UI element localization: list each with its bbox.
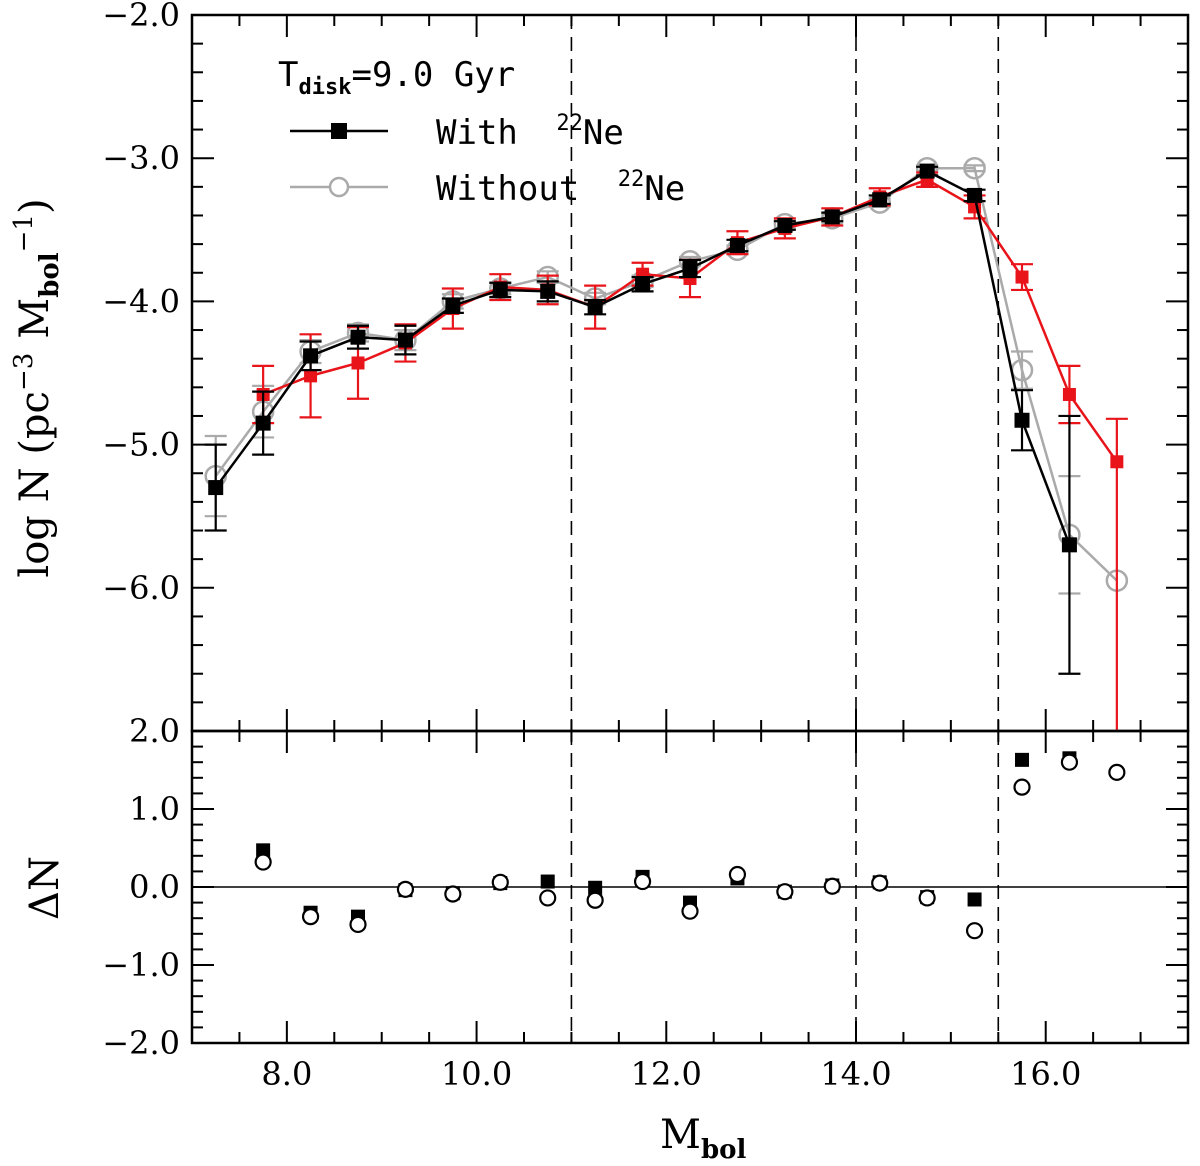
x-tick-label: 14.0: [820, 1055, 891, 1093]
delta-point: [1015, 752, 1029, 767]
delta-point: [491, 873, 509, 891]
series-with-22ne: [204, 163, 1081, 675]
data-point: [872, 192, 888, 208]
legend-label-with: With 22Ne: [436, 111, 624, 153]
delta-point: [823, 877, 841, 895]
data-point: [729, 238, 745, 254]
y-tick-label: −3.0: [102, 139, 180, 177]
data-point: [967, 187, 983, 203]
legend-title: Tdisk=9.0 Gyr: [278, 55, 515, 100]
y-tick-label: −2.0: [102, 0, 180, 34]
data-point: [445, 298, 461, 314]
data-point: [777, 218, 793, 234]
delta-point: [1060, 753, 1079, 771]
plot-frame: [190, 13, 1190, 733]
y-tick-label: −5.0: [102, 426, 180, 464]
bottom-panel: 2.0 1.0 0.0 −1.0 −2.0 8.0 10.0 12.0 14.0 16.0: [102, 712, 1190, 1093]
x-tick-label: 16.0: [1010, 1055, 1081, 1093]
y-tick-label: −2.0: [102, 1024, 180, 1062]
delta-point: [1108, 763, 1126, 781]
delta-point: [918, 889, 936, 907]
y-tick-label: −4.0: [102, 282, 180, 320]
data-point: [540, 283, 556, 299]
delta-point: [776, 883, 794, 901]
delta-point: [728, 865, 747, 884]
top-series-layer: [204, 156, 1129, 731]
series-line: [262, 178, 1118, 463]
series-line: [214, 169, 1071, 546]
y-tick-label: −6.0: [102, 569, 180, 607]
y-axis-title-top: log N (pc−3Mbol−1): [9, 198, 65, 577]
y-tick-label: −1.0: [102, 946, 180, 984]
data-point: [208, 480, 224, 496]
delta-point: [349, 915, 367, 934]
data-point: [919, 163, 935, 179]
data-point: [963, 156, 986, 180]
delta-series-without-22ne: [254, 753, 1126, 940]
delta-series-with-22ne: [256, 751, 1077, 924]
y-tick-label: 2.0: [129, 712, 180, 750]
delta-point: [871, 874, 889, 892]
data-point: [350, 329, 366, 345]
data-point: [255, 415, 271, 431]
delta-point: [633, 872, 652, 891]
delta-point: [256, 843, 271, 858]
legend: Tdisk=9.0 Gyr With 22Ne Without 22Ne: [278, 55, 685, 209]
x-axis-title: Mbol: [660, 1112, 746, 1165]
y-tick-label: 0.0: [129, 868, 180, 906]
delta-point: [540, 874, 555, 889]
delta-point: [539, 889, 557, 907]
delta-point: [586, 891, 604, 909]
data-point: [351, 356, 365, 370]
data-point: [303, 348, 319, 364]
data-point: [1110, 455, 1124, 469]
series-observed: [252, 171, 1128, 731]
data-point: [824, 209, 840, 225]
data-point: [304, 369, 318, 383]
data-point: [587, 299, 603, 315]
legend-marker-with: [331, 123, 347, 139]
delta-point: [396, 880, 415, 898]
x-tick-label: 12.0: [631, 1055, 702, 1093]
series-without-22ne: [204, 156, 1129, 595]
data-point: [1015, 270, 1029, 284]
x-tick-label: 8.0: [261, 1055, 312, 1093]
delta-point: [444, 885, 462, 903]
series-line: [214, 166, 1118, 582]
x-tick-label: 10.0: [441, 1055, 512, 1093]
data-point: [682, 260, 698, 276]
data-point: [1014, 412, 1030, 428]
legend-marker-without: [328, 176, 350, 198]
legend-label-without: Without 22Ne: [436, 167, 685, 209]
data-point: [635, 276, 651, 292]
data-point: [1061, 537, 1077, 553]
delta-point: [681, 902, 699, 920]
delta-point: [254, 853, 272, 871]
data-point: [1062, 387, 1076, 401]
delta-point: [967, 892, 982, 907]
top-panel: −2.0 −3.0 −4.0 −5.0 −6.0: [102, 0, 1190, 733]
delta-point: [301, 908, 320, 926]
delta-point: [1013, 778, 1031, 796]
delta-point: [965, 922, 984, 940]
delta-point: [588, 880, 603, 895]
data-point: [397, 332, 413, 348]
y-tick-label: 1.0: [129, 790, 180, 828]
data-point: [492, 282, 508, 298]
y-axis-title-bottom: ΔN: [22, 856, 68, 920]
